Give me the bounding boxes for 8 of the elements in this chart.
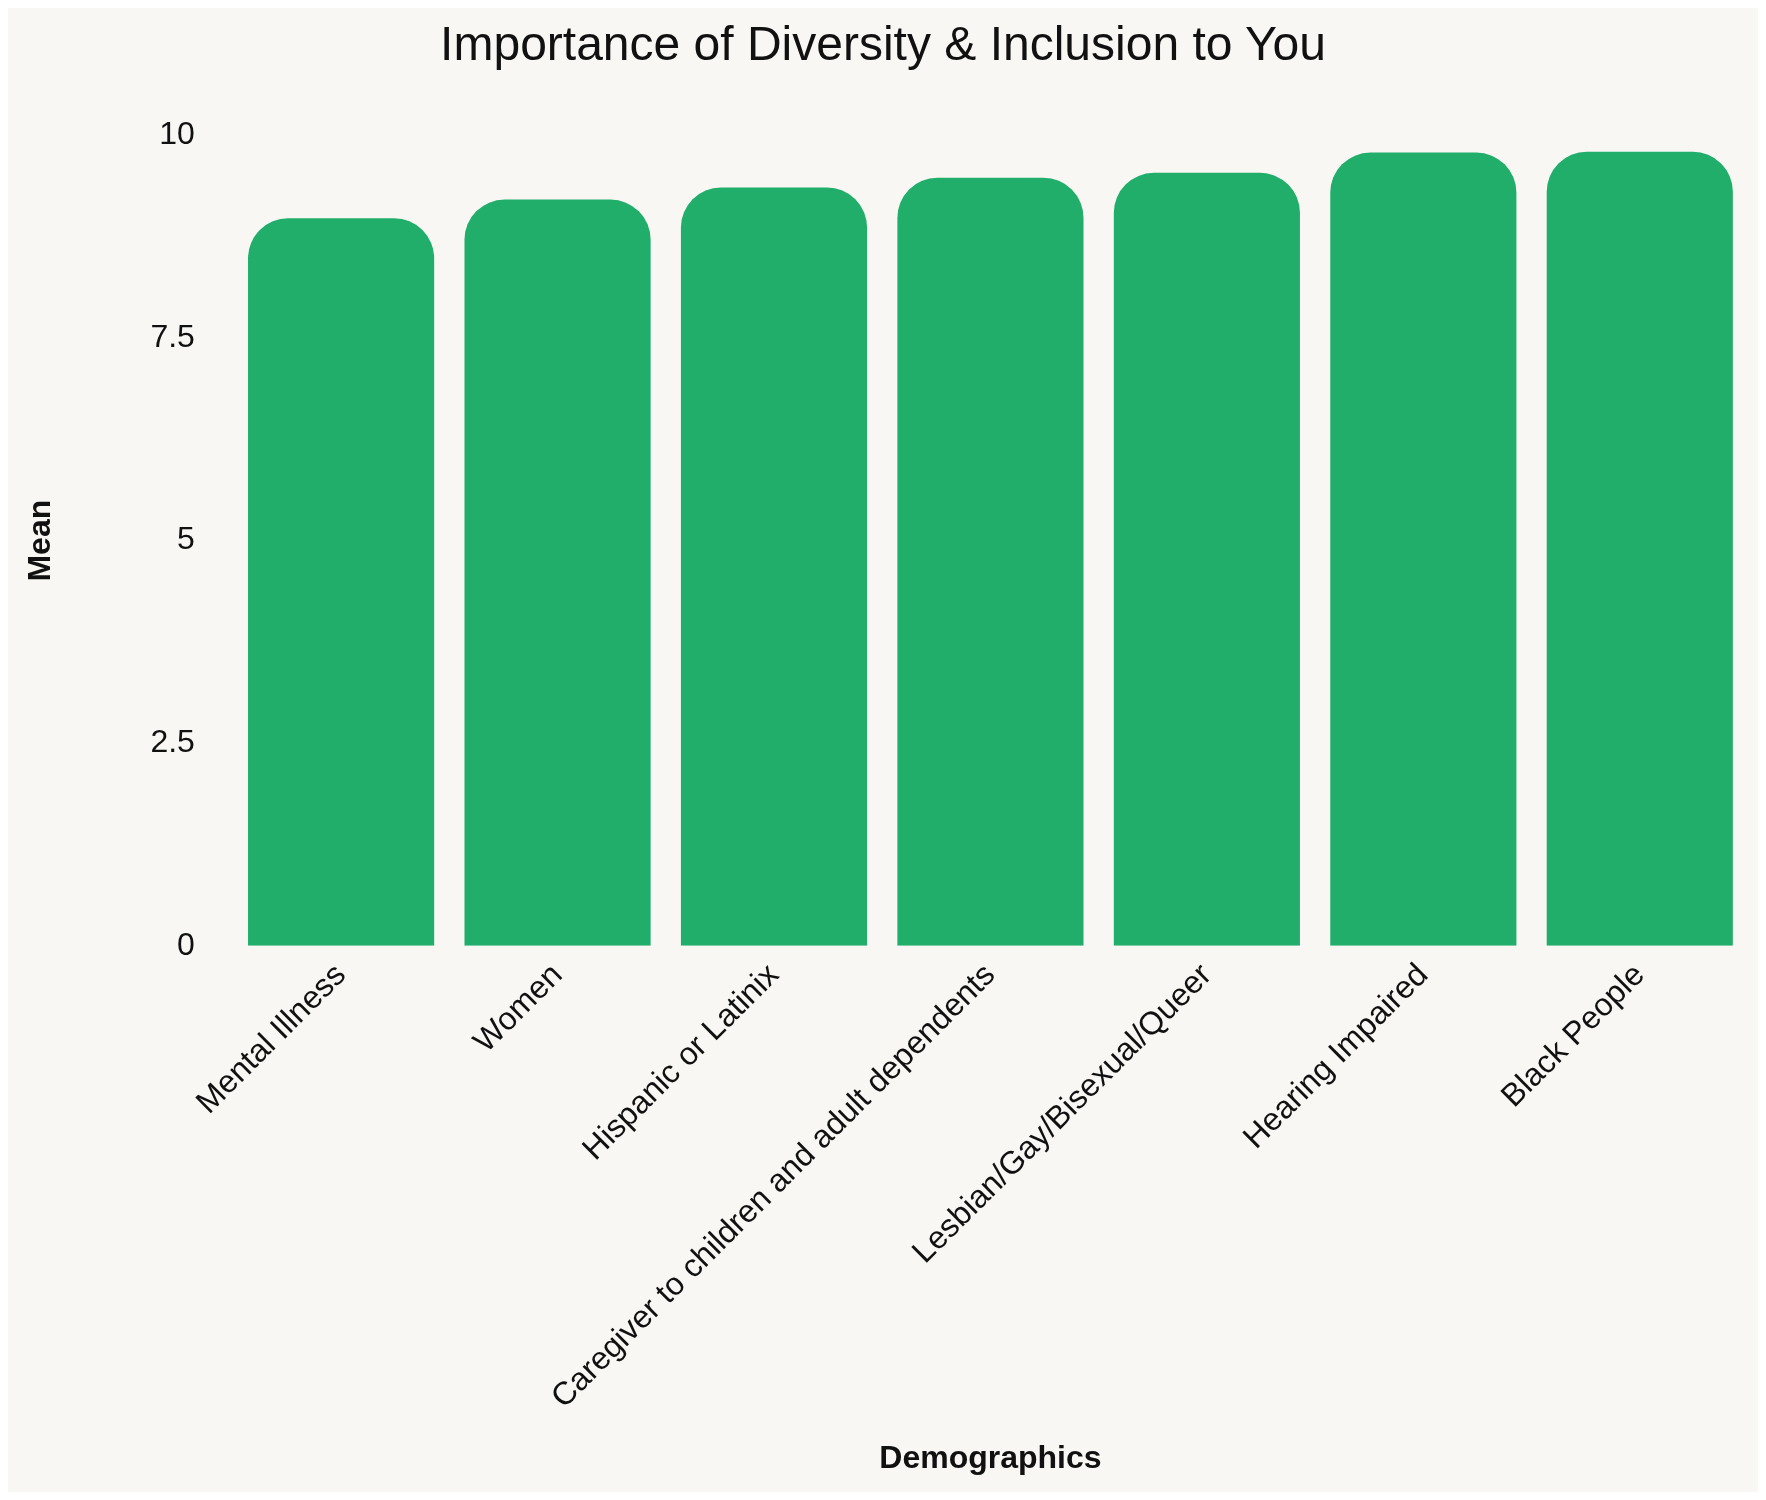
y-tick-label: 2.5	[150, 723, 195, 760]
y-tick-label: 10	[159, 115, 195, 152]
y-tick-label: 5	[177, 520, 195, 557]
y-tick-label: 7.5	[150, 317, 195, 354]
y-axis-title: Mean	[21, 499, 58, 582]
chart-title: Importance of Diversity & Inclusion to You	[440, 17, 1326, 71]
x-axis-title: Demographics	[879, 1438, 1102, 1475]
y-tick-label: 0	[177, 925, 195, 962]
